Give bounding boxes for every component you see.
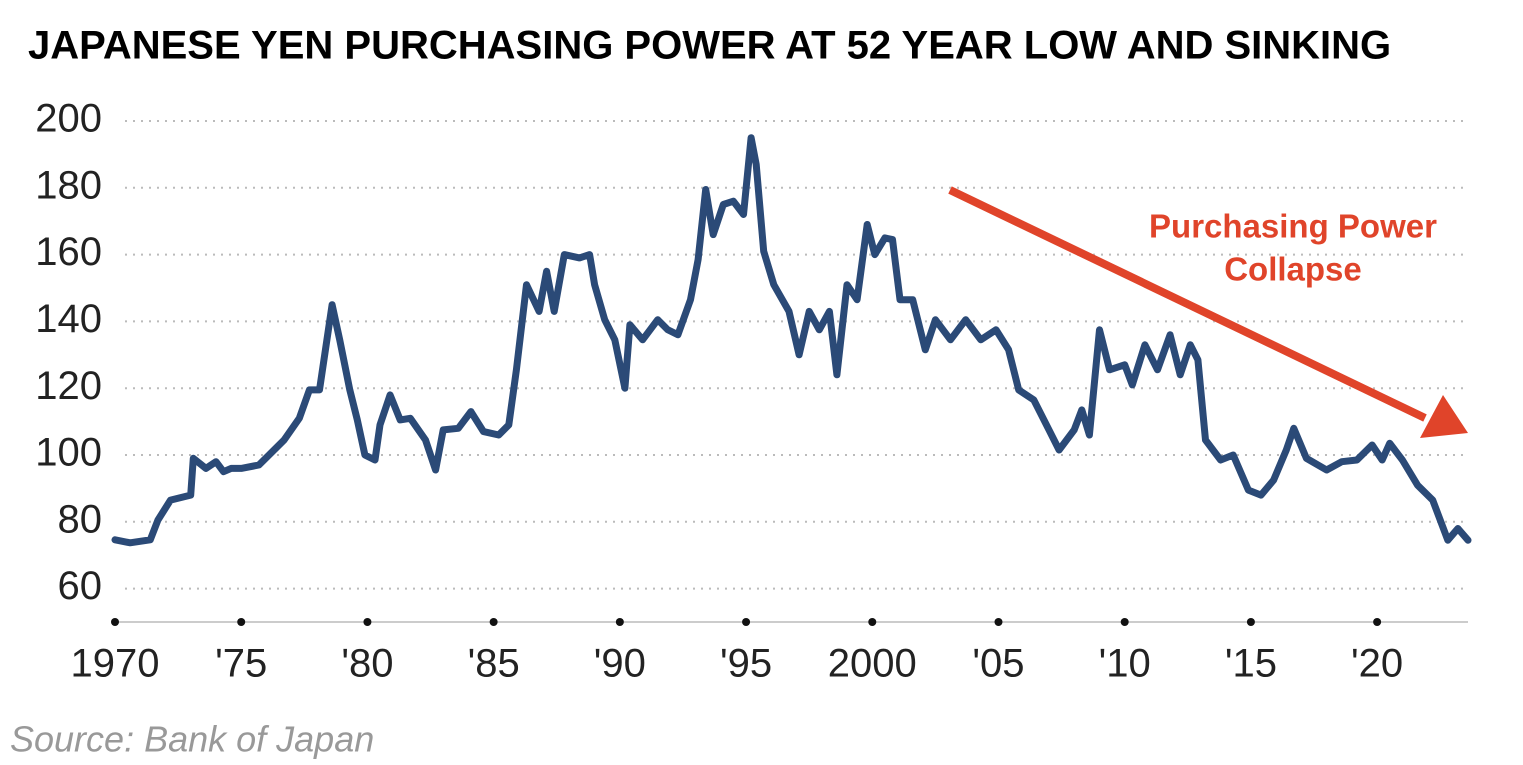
x-tick-label: '90 [594,642,646,686]
y-tick-label: 100 [35,431,102,475]
x-tick-label: '15 [1225,642,1277,686]
x-tick [1120,618,1129,626]
x-tick [237,618,246,626]
series-line [111,134,1472,547]
y-tick-label: 80 [58,497,103,541]
y-tick-label: 140 [35,297,102,341]
annotation: Purchasing Power [1149,208,1437,245]
x-tick-label: '75 [215,642,267,686]
chart-title: JAPANESE YEN PURCHASING POWER AT 52 YEAR… [28,24,1391,68]
x-tick [363,618,372,626]
x-tick-label: 1970 [71,642,160,686]
x-tick [1246,618,1255,626]
x-tick-label: '10 [1099,642,1151,686]
x-tick-label: '20 [1351,642,1403,686]
x-tick-label: '80 [341,642,393,686]
source: Source: Bank of Japan [10,719,374,760]
x-tick-label: 2000 [828,642,917,686]
x-tick [868,618,877,626]
arrow-head [1420,395,1468,438]
annotation: Collapse [1224,251,1362,288]
x-tick [1373,618,1382,626]
y-tick-label: 180 [35,163,102,207]
y-tick-label: 200 [35,97,102,141]
x-tick [111,618,119,626]
x-tick [742,618,751,626]
y-tick-label: 160 [35,230,102,274]
x-tick-label: '85 [468,642,520,686]
x-tick [489,618,498,626]
y-tick-label: 120 [35,364,102,408]
x-tick [615,618,624,626]
trend-arrow [948,186,1427,422]
y-tick-label: 60 [58,564,103,608]
x-tick-label: '05 [972,642,1024,686]
x-tick [994,618,1003,626]
x-tick-label: '95 [720,642,772,686]
